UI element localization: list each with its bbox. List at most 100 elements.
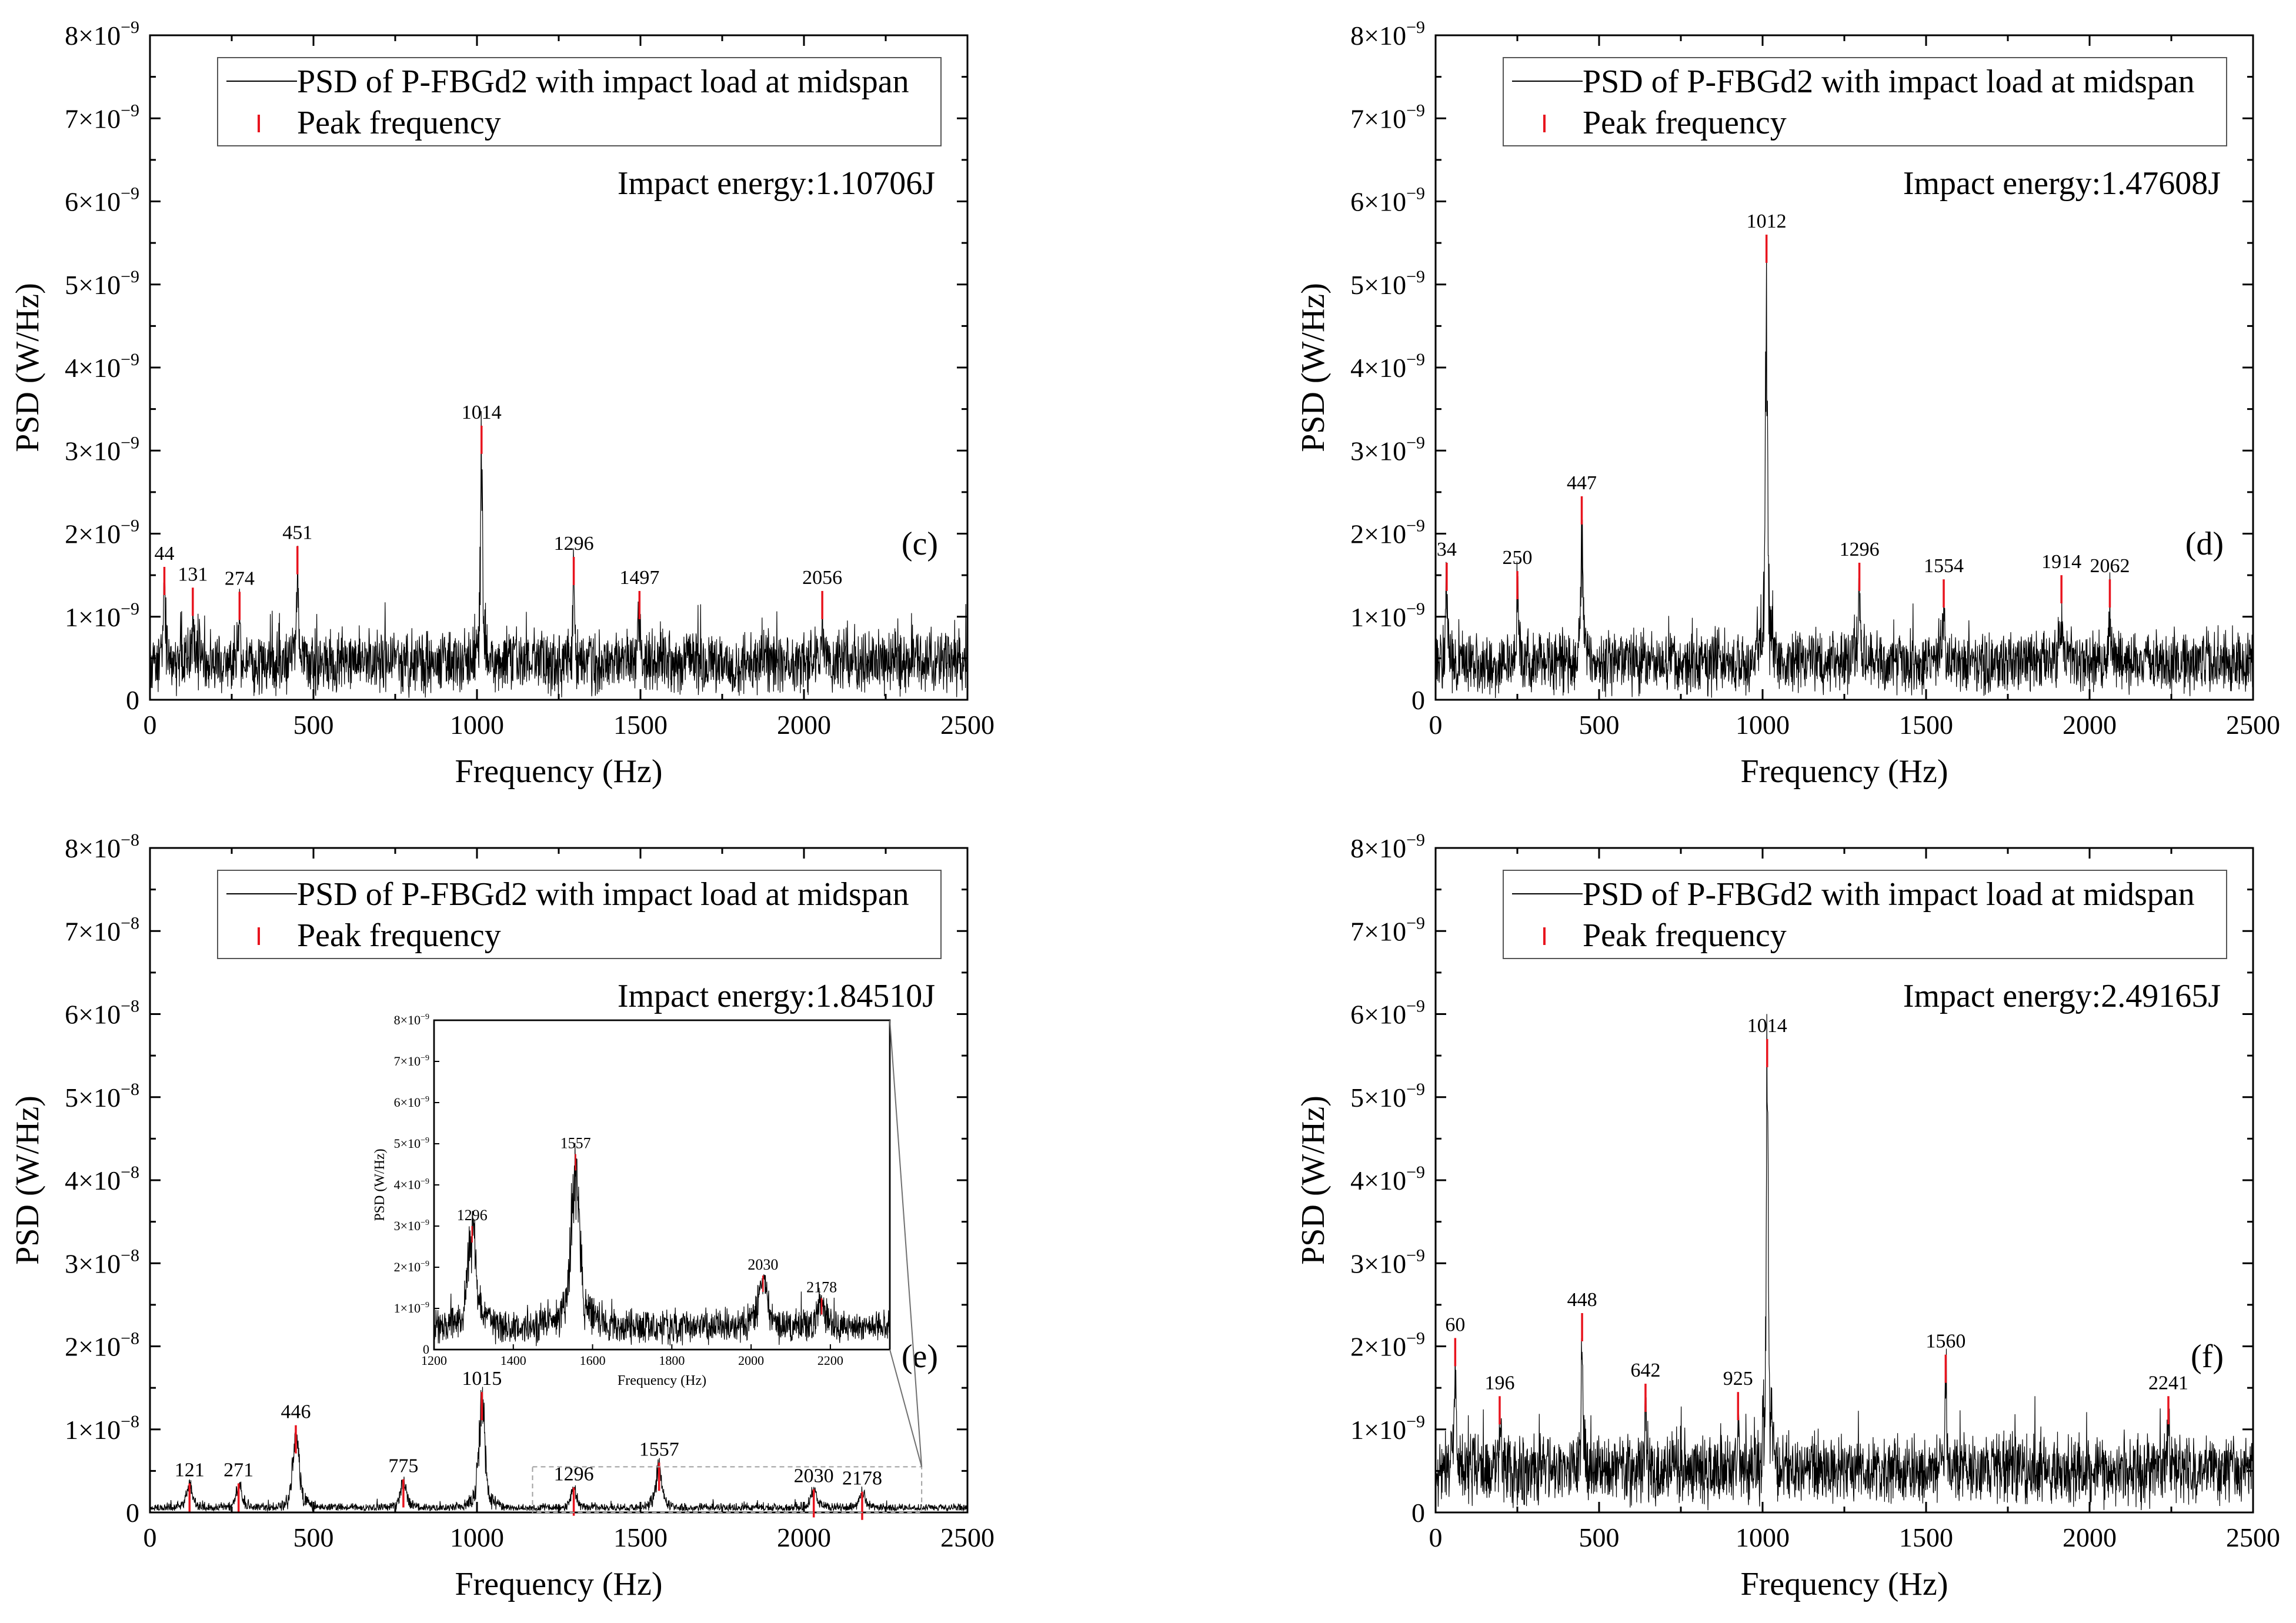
inset-y-tick-label: 7×10−9 xyxy=(394,1054,429,1068)
panel-label: (f) xyxy=(2191,1338,2224,1375)
x-tick-label: 1000 xyxy=(1736,1522,1790,1552)
legend: PSD of P-FBGd2 with impact load at midsp… xyxy=(1503,870,2227,959)
legend: PSD of P-FBGd2 with impact load at midsp… xyxy=(217,870,942,959)
y-tick-label: 6×10−9 xyxy=(1350,184,1425,217)
x-tick-label: 1500 xyxy=(613,1522,668,1552)
x-tick-label: 1500 xyxy=(1899,710,1953,740)
legend-box xyxy=(1503,57,2227,146)
y-tick-label: 6×10−9 xyxy=(1350,997,1425,1030)
inset-y-tick-label: 6×10−9 xyxy=(394,1095,429,1110)
peak-label: 925 xyxy=(1723,1368,1753,1390)
x-axis-title: Frequency (Hz) xyxy=(455,753,663,790)
y-tick-label: 2×10−9 xyxy=(1350,516,1425,549)
peak-label: 196 xyxy=(1484,1372,1514,1394)
x-tick-label: 1500 xyxy=(1899,1522,1953,1552)
peak-label: 2030 xyxy=(794,1465,834,1487)
y-tick-label: 7×10−9 xyxy=(1350,913,1425,946)
legend-psd-label: PSD of P-FBGd2 with impact load at midsp… xyxy=(297,64,909,100)
inset-frame-bg xyxy=(433,1019,891,1351)
y-tick-label: 3×10−9 xyxy=(1350,1245,1425,1278)
y-tick-label: 4×10−8 xyxy=(65,1163,139,1195)
inset-peak-label: 2030 xyxy=(747,1256,778,1273)
peak-label: 1014 xyxy=(1747,1015,1787,1037)
y-tick-label: 3×10−9 xyxy=(65,433,139,466)
inset-y-tick-label: 2×10−9 xyxy=(394,1260,429,1274)
x-tick-label: 0 xyxy=(1429,1522,1443,1552)
peak-label: 1497 xyxy=(619,567,659,589)
peak-label: 44 xyxy=(154,543,174,565)
y-tick-label: 2×10−8 xyxy=(65,1329,139,1362)
y-tick-label: 0 xyxy=(1411,1498,1425,1528)
legend-box xyxy=(1503,870,2227,959)
y-tick-label: 4×10−9 xyxy=(1350,350,1425,383)
peak-label: 1015 xyxy=(462,1368,502,1390)
y-tick-label: 7×10−9 xyxy=(65,101,139,133)
panel-e: 0 500 1000 1500 2000 2500 0 1×10−8 2×10−8 3×10−8 4… xyxy=(9,830,995,1602)
inset-x-axis-title: Frequency (Hz) xyxy=(618,1373,706,1388)
peak-label: 2241 xyxy=(2148,1372,2188,1394)
inset-y-tick-label: 3×10−9 xyxy=(394,1218,429,1233)
inset-y-tick-label: 1×10−9 xyxy=(394,1301,429,1315)
peak-label: 2062 xyxy=(2090,555,2130,577)
y-axis-title: PSD (W/Hz) xyxy=(1295,283,1331,452)
y-tick-label: 3×10−9 xyxy=(1350,433,1425,466)
inset-x-tick-label: 2000 xyxy=(738,1353,764,1368)
legend-psd-label: PSD of P-FBGd2 with impact load at midsp… xyxy=(297,876,909,913)
legend-peak-label: Peak frequency xyxy=(1583,105,1787,141)
x-tick-label: 2000 xyxy=(2063,1522,2117,1552)
y-tick-label: 0 xyxy=(126,1498,139,1528)
peak-label: 1557 xyxy=(639,1438,679,1460)
peak-label: 451 xyxy=(282,522,312,544)
panel-f: 0 500 1000 1500 2000 2500 0 1×10−9 2×10−9 3×10−9 4… xyxy=(1295,830,2280,1602)
y-tick-label: 1×10−9 xyxy=(1350,599,1425,632)
peak-label: 1554 xyxy=(1924,555,1964,577)
y-axis-title: PSD (W/Hz) xyxy=(1295,1096,1331,1265)
x-tick-label: 500 xyxy=(293,710,334,740)
x-tick-label: 0 xyxy=(1429,710,1443,740)
legend: PSD of P-FBGd2 with impact load at midsp… xyxy=(1503,57,2227,146)
peak-label: 34 xyxy=(1437,539,1457,560)
inset-x-tick-label: 1400 xyxy=(500,1353,526,1368)
psd-signal-line xyxy=(1435,246,2254,699)
peak-label: 446 xyxy=(281,1401,311,1423)
inset-y-axis-title: PSD (W/Hz) xyxy=(372,1148,388,1221)
peak-label: 2178 xyxy=(842,1468,882,1490)
legend-psd-label: PSD of P-FBGd2 with impact load at midsp… xyxy=(1583,876,2195,913)
x-tick-label: 2500 xyxy=(2226,1522,2280,1552)
peak-label: 642 xyxy=(1630,1360,1660,1381)
legend-peak-label: Peak frequency xyxy=(1583,917,1787,954)
peak-label: 274 xyxy=(225,567,255,589)
x-tick-label: 500 xyxy=(293,1522,334,1552)
inset-y-tick-label: 4×10−9 xyxy=(394,1177,429,1192)
impact-energy-label: Impact energy:1.10706J xyxy=(618,165,935,202)
y-tick-label: 1×10−9 xyxy=(65,599,139,632)
y-tick-label: 5×10−9 xyxy=(65,267,139,300)
peak-label: 250 xyxy=(1503,547,1533,569)
x-tick-label: 0 xyxy=(144,1522,157,1552)
y-tick-label: 8×10−9 xyxy=(65,18,139,51)
y-axis-title: PSD (W/Hz) xyxy=(9,1096,46,1265)
peak-label: 1296 xyxy=(1840,539,1880,560)
inset-y-tick-label: 0 xyxy=(423,1342,429,1357)
inset-y-tick-label: 8×10−9 xyxy=(394,1013,429,1027)
panel-label: (e) xyxy=(902,1338,938,1375)
inset-x-tick-label: 1600 xyxy=(580,1353,606,1368)
peak-label: 271 xyxy=(223,1460,253,1481)
y-tick-label: 5×10−9 xyxy=(1350,267,1425,300)
y-tick-label: 8×10−9 xyxy=(1350,830,1425,863)
inset-peak-label: 2178 xyxy=(806,1279,837,1296)
panel-label: (d) xyxy=(2185,526,2224,562)
y-tick-label: 5×10−8 xyxy=(65,1080,139,1113)
y-tick-label: 2×10−9 xyxy=(1350,1329,1425,1362)
x-tick-label: 1000 xyxy=(450,1522,504,1552)
peak-label: 131 xyxy=(178,563,208,585)
y-tick-label: 7×10−9 xyxy=(1350,101,1425,133)
y-tick-label: 7×10−8 xyxy=(65,913,139,946)
panel-d: 0 500 1000 1500 2000 2500 0 1×10−9 2×10−9 3×10−9 4… xyxy=(1295,18,2280,790)
peak-label: 1560 xyxy=(1925,1331,1965,1352)
y-tick-label: 8×10−9 xyxy=(1350,18,1425,51)
zoom-connector-line xyxy=(889,1349,923,1467)
y-tick-label: 4×10−9 xyxy=(65,350,139,383)
inset-peak-label: 1296 xyxy=(457,1207,488,1224)
y-tick-label: 2×10−9 xyxy=(65,516,139,549)
